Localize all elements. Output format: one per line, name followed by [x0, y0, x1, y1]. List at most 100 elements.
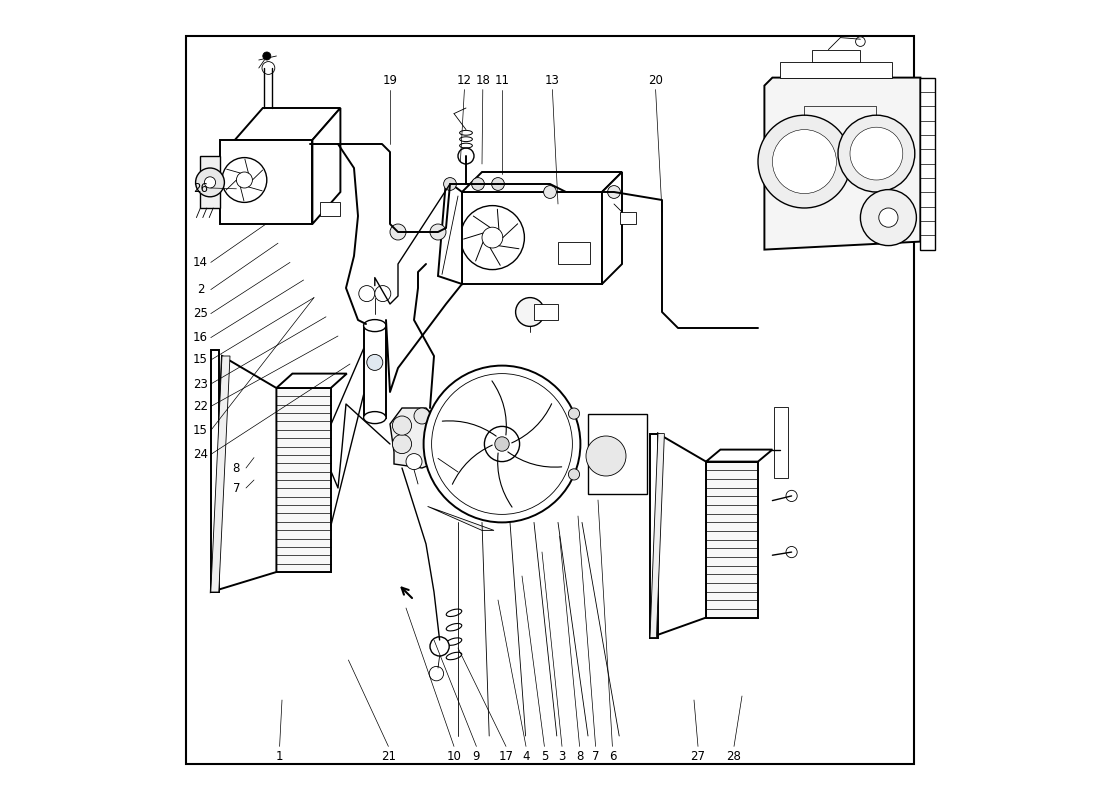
Text: 14: 14	[192, 256, 208, 269]
Circle shape	[786, 546, 798, 558]
Text: 6: 6	[608, 750, 616, 762]
Circle shape	[375, 286, 390, 302]
Text: 4: 4	[522, 750, 530, 762]
Circle shape	[772, 130, 836, 194]
Circle shape	[390, 224, 406, 240]
Circle shape	[516, 298, 544, 326]
Ellipse shape	[364, 319, 386, 331]
Text: 7: 7	[233, 482, 240, 494]
Text: 18: 18	[475, 74, 491, 86]
Bar	[558, 242, 590, 264]
Circle shape	[359, 286, 375, 302]
Circle shape	[262, 62, 275, 74]
Text: 21: 21	[381, 750, 396, 762]
Circle shape	[443, 178, 456, 190]
Polygon shape	[200, 156, 220, 208]
Polygon shape	[211, 356, 276, 592]
Text: 23: 23	[192, 378, 208, 390]
Text: 10: 10	[447, 750, 461, 762]
Polygon shape	[312, 108, 340, 224]
Circle shape	[430, 224, 446, 240]
Circle shape	[492, 178, 505, 190]
Circle shape	[429, 666, 443, 681]
Text: 20: 20	[648, 74, 663, 86]
Text: 8: 8	[576, 750, 583, 762]
Polygon shape	[276, 374, 346, 388]
Circle shape	[569, 408, 580, 419]
Polygon shape	[650, 434, 664, 638]
Circle shape	[482, 227, 503, 248]
Circle shape	[393, 416, 411, 435]
Bar	[594, 420, 640, 488]
Bar	[587, 414, 647, 494]
Text: 8: 8	[233, 462, 240, 474]
Text: 19: 19	[383, 74, 397, 86]
Bar	[364, 326, 386, 418]
Bar	[276, 388, 331, 572]
Circle shape	[879, 208, 898, 227]
Circle shape	[196, 168, 224, 197]
Bar	[780, 62, 892, 78]
Text: 11: 11	[495, 74, 509, 86]
Polygon shape	[211, 356, 230, 592]
Circle shape	[607, 186, 620, 198]
Text: 25: 25	[192, 307, 208, 320]
Bar	[774, 407, 789, 478]
Bar	[650, 434, 658, 638]
Polygon shape	[706, 450, 772, 462]
Polygon shape	[602, 172, 621, 284]
Circle shape	[856, 37, 866, 46]
Circle shape	[543, 186, 557, 198]
Bar	[534, 304, 558, 320]
Text: 27: 27	[691, 750, 705, 762]
Bar	[211, 350, 219, 592]
Circle shape	[263, 52, 271, 60]
Text: 2: 2	[197, 283, 205, 296]
Text: 15: 15	[192, 424, 208, 437]
Circle shape	[393, 434, 411, 454]
Circle shape	[484, 426, 519, 462]
Text: 17: 17	[498, 750, 514, 762]
Circle shape	[838, 115, 915, 192]
Text: 5: 5	[541, 750, 548, 762]
Text: 24: 24	[192, 448, 208, 461]
Circle shape	[758, 115, 850, 208]
Bar	[620, 212, 637, 224]
Circle shape	[458, 148, 474, 164]
Circle shape	[461, 206, 525, 270]
Text: 13: 13	[544, 74, 560, 86]
Text: 15: 15	[192, 354, 208, 366]
Circle shape	[222, 158, 267, 202]
Text: 7: 7	[592, 750, 600, 762]
Circle shape	[569, 469, 580, 480]
Circle shape	[789, 146, 821, 178]
Circle shape	[426, 450, 439, 462]
Circle shape	[862, 140, 890, 167]
Text: 3: 3	[559, 750, 565, 762]
Text: 16: 16	[192, 331, 208, 344]
Circle shape	[850, 127, 903, 180]
Polygon shape	[390, 408, 446, 468]
Circle shape	[786, 490, 798, 502]
Polygon shape	[438, 180, 462, 284]
Ellipse shape	[364, 411, 386, 424]
Circle shape	[236, 172, 252, 188]
Circle shape	[406, 454, 422, 470]
Polygon shape	[234, 108, 340, 140]
Circle shape	[860, 190, 916, 246]
Bar	[921, 78, 935, 250]
Bar	[220, 140, 312, 224]
Polygon shape	[428, 506, 494, 530]
Polygon shape	[764, 78, 921, 250]
Circle shape	[586, 436, 626, 476]
Text: 12: 12	[456, 74, 472, 86]
Circle shape	[495, 437, 509, 451]
Bar	[462, 192, 602, 284]
Circle shape	[472, 178, 484, 190]
Circle shape	[205, 177, 216, 188]
Text: 22: 22	[192, 400, 208, 413]
Circle shape	[431, 374, 572, 514]
Bar	[706, 462, 758, 618]
Text: 9: 9	[473, 750, 480, 762]
Circle shape	[424, 366, 581, 522]
